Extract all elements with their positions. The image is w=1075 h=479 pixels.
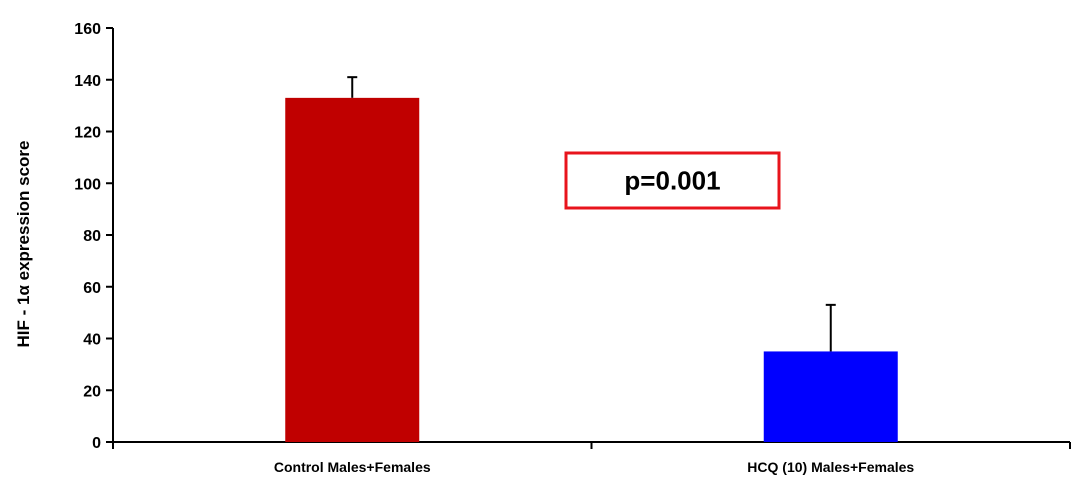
y-tick-label: 0: [92, 435, 101, 452]
bar-1: [285, 97, 420, 443]
x-category-label: HCQ (10) Males+Females: [747, 459, 914, 475]
p-value-box: [564, 151, 781, 210]
y-tick-label: 60: [83, 280, 101, 297]
p-value-label: p=0.001: [624, 166, 720, 196]
y-tick-label: 20: [83, 383, 101, 400]
x-category-label: Control Males+Females: [274, 459, 431, 475]
y-axis-title: HIF - 1α expression score: [14, 141, 33, 348]
y-tick-label: 100: [74, 176, 101, 193]
bar-2: [763, 351, 898, 442]
y-tick-label: 140: [74, 73, 101, 90]
y-tick-label: 160: [74, 21, 101, 38]
y-tick-label: 120: [74, 125, 101, 142]
y-tick-label: 80: [83, 228, 101, 245]
y-tick-label: 40: [83, 332, 101, 349]
